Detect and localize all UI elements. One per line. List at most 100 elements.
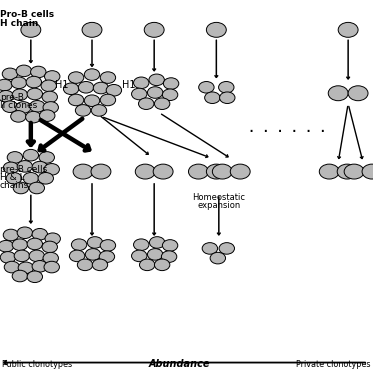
Circle shape xyxy=(202,242,217,254)
Text: H chain: H chain xyxy=(0,19,38,28)
Circle shape xyxy=(154,98,170,109)
Circle shape xyxy=(6,172,22,184)
Circle shape xyxy=(162,239,178,251)
Circle shape xyxy=(21,22,41,37)
Circle shape xyxy=(144,22,164,37)
Circle shape xyxy=(134,239,149,250)
Circle shape xyxy=(87,236,103,248)
Circle shape xyxy=(3,229,19,241)
Circle shape xyxy=(11,77,26,88)
Circle shape xyxy=(132,250,147,262)
Circle shape xyxy=(13,182,29,194)
Text: expansion: expansion xyxy=(197,201,241,210)
Circle shape xyxy=(154,259,170,270)
Circle shape xyxy=(26,111,41,123)
Circle shape xyxy=(7,151,23,163)
Circle shape xyxy=(17,160,32,172)
Circle shape xyxy=(73,164,93,179)
Circle shape xyxy=(63,83,79,94)
Circle shape xyxy=(153,164,173,179)
Circle shape xyxy=(0,90,14,102)
Circle shape xyxy=(91,104,107,116)
Text: Homeostatic: Homeostatic xyxy=(192,193,245,202)
Circle shape xyxy=(100,94,116,106)
Circle shape xyxy=(38,172,53,184)
Text: Abundance: Abundance xyxy=(148,359,210,369)
Circle shape xyxy=(18,262,34,273)
Circle shape xyxy=(132,88,147,100)
Circle shape xyxy=(11,110,26,122)
Circle shape xyxy=(2,68,18,79)
Circle shape xyxy=(199,81,214,93)
Circle shape xyxy=(45,233,60,245)
Circle shape xyxy=(147,248,163,260)
Circle shape xyxy=(43,252,59,264)
Circle shape xyxy=(12,239,28,250)
Circle shape xyxy=(23,172,38,184)
Circle shape xyxy=(44,163,59,175)
Circle shape xyxy=(0,251,16,263)
Circle shape xyxy=(134,77,149,88)
Circle shape xyxy=(42,241,57,253)
Circle shape xyxy=(44,261,59,273)
Circle shape xyxy=(32,260,47,272)
Circle shape xyxy=(162,89,178,100)
Text: H1: H1 xyxy=(54,80,68,90)
Circle shape xyxy=(135,164,155,179)
Circle shape xyxy=(32,228,47,240)
Text: Pro-B cells: Pro-B cells xyxy=(0,10,54,19)
Circle shape xyxy=(348,86,368,101)
Circle shape xyxy=(82,22,102,37)
Circle shape xyxy=(84,69,100,80)
Circle shape xyxy=(39,151,54,163)
Circle shape xyxy=(338,22,358,37)
Circle shape xyxy=(41,80,56,91)
Circle shape xyxy=(140,259,155,270)
Circle shape xyxy=(12,270,28,282)
Circle shape xyxy=(75,104,91,116)
Circle shape xyxy=(29,182,44,194)
Circle shape xyxy=(31,66,46,78)
Circle shape xyxy=(319,164,339,179)
Circle shape xyxy=(205,92,220,103)
Circle shape xyxy=(93,82,109,94)
Circle shape xyxy=(0,79,12,91)
Circle shape xyxy=(206,22,226,37)
Circle shape xyxy=(27,238,43,250)
Text: chains: chains xyxy=(0,181,29,190)
Circle shape xyxy=(27,88,43,100)
Circle shape xyxy=(220,92,235,103)
Circle shape xyxy=(16,65,32,77)
Circle shape xyxy=(99,251,115,262)
Circle shape xyxy=(27,271,43,283)
Text: Private clonotypes: Private clonotypes xyxy=(296,360,370,369)
Text: . . . . . .: . . . . . . xyxy=(248,122,326,135)
Circle shape xyxy=(362,164,373,179)
Circle shape xyxy=(219,242,235,254)
Circle shape xyxy=(44,70,60,82)
Text: II clones: II clones xyxy=(0,101,37,110)
Circle shape xyxy=(69,250,85,262)
Circle shape xyxy=(106,84,122,96)
Circle shape xyxy=(14,250,29,262)
Circle shape xyxy=(91,164,111,179)
Circle shape xyxy=(32,161,47,173)
Circle shape xyxy=(100,72,116,83)
Text: H1: H1 xyxy=(122,80,135,90)
Circle shape xyxy=(42,91,57,103)
Circle shape xyxy=(328,86,348,101)
Circle shape xyxy=(26,76,41,88)
Circle shape xyxy=(210,252,226,264)
Circle shape xyxy=(12,89,28,100)
Circle shape xyxy=(337,164,357,179)
Circle shape xyxy=(188,164,209,179)
Circle shape xyxy=(68,72,84,83)
Circle shape xyxy=(219,81,234,93)
Circle shape xyxy=(17,227,32,239)
Circle shape xyxy=(29,250,44,262)
Text: pre-B: pre-B xyxy=(0,93,24,102)
Circle shape xyxy=(43,101,59,113)
Circle shape xyxy=(3,162,19,173)
Circle shape xyxy=(150,236,165,248)
Circle shape xyxy=(100,239,116,251)
